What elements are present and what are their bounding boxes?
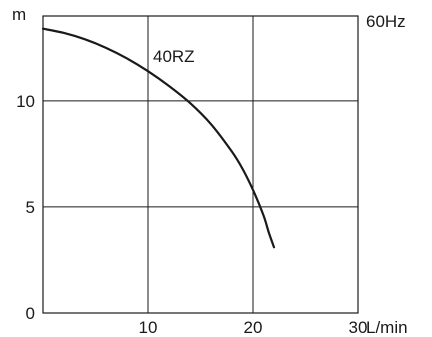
- grid: [43, 16, 358, 313]
- x-tick-label: 10: [139, 318, 158, 337]
- y-axis-unit-label: m: [12, 5, 26, 24]
- x-axis-unit-label: L/min: [366, 318, 408, 337]
- series-label-40rz: 40RZ: [153, 47, 195, 66]
- y-tick-label: 5: [26, 198, 35, 217]
- x-tick-label: 20: [244, 318, 263, 337]
- y-tick-label: 0: [26, 304, 35, 323]
- frequency-annotation: 60Hz: [366, 12, 406, 31]
- y-tick-label: 10: [16, 92, 35, 111]
- series-line-40rz: [41, 27, 276, 249]
- x-tick-labels: 10 20 30: [139, 318, 368, 337]
- x-tick-label: 30: [349, 318, 368, 337]
- y-tick-labels: 0 5 10: [16, 92, 35, 323]
- plot-frame: [42, 15, 359, 314]
